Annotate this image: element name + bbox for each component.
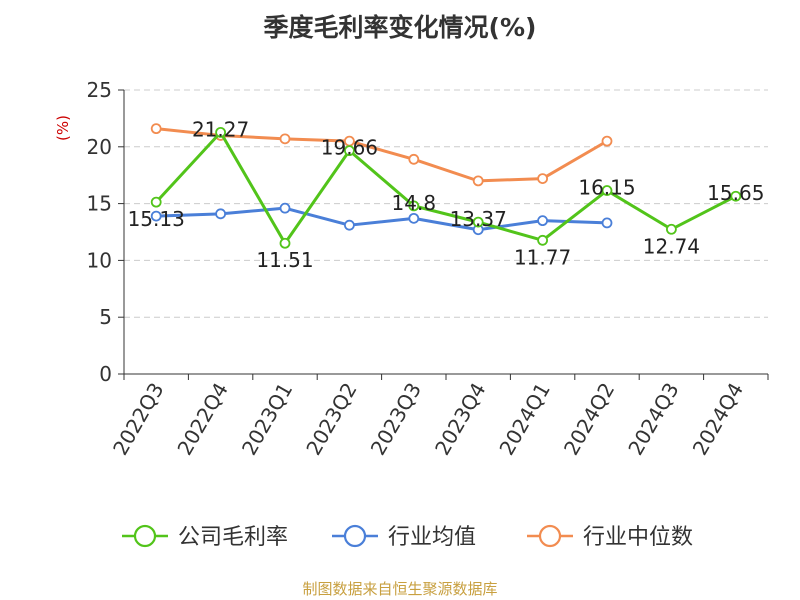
y-tick-label: 25 bbox=[87, 78, 112, 102]
data-point bbox=[408, 153, 420, 165]
grid-lines bbox=[124, 89, 768, 318]
data-point bbox=[215, 126, 227, 138]
legend-label: 行业均值 bbox=[388, 525, 476, 550]
y-axis-unit-label: (%) bbox=[54, 115, 72, 141]
x-tick-label: 2024Q1 bbox=[494, 379, 554, 460]
data-point bbox=[279, 202, 291, 214]
y-tick-label: 10 bbox=[87, 248, 112, 272]
chart-title: 季度毛利率变化情况(%) bbox=[264, 13, 537, 42]
data-point bbox=[279, 133, 291, 145]
x-tick-label: 2022Q3 bbox=[108, 379, 168, 460]
x-tick-label: 2023Q3 bbox=[366, 379, 426, 460]
data-label: 12.74 bbox=[643, 234, 700, 258]
data-point bbox=[150, 123, 162, 135]
data-point bbox=[215, 208, 227, 220]
series-line bbox=[156, 127, 608, 183]
series-line bbox=[155, 130, 737, 245]
legend-marker bbox=[343, 524, 367, 548]
data-point bbox=[150, 210, 162, 222]
data-point bbox=[408, 212, 420, 224]
data-label: 16.15 bbox=[578, 176, 635, 200]
data-point bbox=[537, 234, 548, 246]
y-tick-label: 0 bbox=[99, 362, 112, 386]
data-label: 21.27 bbox=[192, 117, 249, 141]
series-0 bbox=[150, 126, 742, 249]
data-point bbox=[472, 175, 484, 187]
source-note: 制图数据来自恒生聚源数据库 bbox=[302, 580, 497, 598]
y-tick-label: 15 bbox=[87, 192, 112, 216]
x-axis: 2022Q3 2022Q4 2023Q1 2023Q2 2023Q3 2023Q4 2024… bbox=[108, 373, 769, 460]
data-point bbox=[601, 217, 613, 229]
series-1 bbox=[150, 202, 613, 236]
data-label: 15.65 bbox=[707, 181, 764, 205]
series-line bbox=[156, 206, 608, 232]
y-tick-label: 5 bbox=[99, 305, 112, 329]
legend-item: 行业中位数 bbox=[527, 524, 693, 550]
data-point bbox=[408, 200, 420, 212]
data-point bbox=[472, 216, 484, 228]
data-label: 11.77 bbox=[514, 245, 571, 269]
data-point bbox=[537, 173, 548, 185]
legend-marker bbox=[133, 524, 157, 548]
data-point bbox=[730, 190, 742, 202]
x-tick-label: 2024Q2 bbox=[559, 379, 619, 460]
data-point bbox=[601, 185, 613, 196]
data-point bbox=[279, 237, 291, 249]
data-label: 14.8 bbox=[392, 191, 437, 215]
data-point bbox=[150, 196, 162, 208]
legend-marker bbox=[538, 524, 562, 548]
data-labels: 15.13 21.27 11.51 19.66 14.8 13.37 11.77 16.15 1… bbox=[128, 117, 765, 272]
data-label: 11.51 bbox=[256, 248, 313, 272]
data-point bbox=[343, 145, 355, 157]
data-point bbox=[537, 215, 548, 227]
data-point bbox=[666, 223, 677, 235]
legend-label: 公司毛利率 bbox=[178, 525, 288, 550]
legend-label: 行业中位数 bbox=[583, 525, 693, 550]
legend-item: 公司毛利率 bbox=[122, 524, 288, 550]
legend: 公司毛利率 行业均值 行业中位数 bbox=[122, 524, 693, 550]
x-tick-label: 2024Q3 bbox=[623, 379, 683, 460]
x-tick-label: 2022Q4 bbox=[172, 379, 232, 460]
data-label: 15.13 bbox=[128, 207, 185, 231]
x-tick-label: 2024Q4 bbox=[688, 379, 748, 460]
data-label: 19.66 bbox=[321, 136, 378, 160]
legend-item: 行业均值 bbox=[332, 524, 476, 550]
series-layer bbox=[150, 123, 742, 249]
data-point bbox=[343, 219, 355, 231]
data-label: 13.37 bbox=[450, 207, 507, 231]
series-2 bbox=[150, 123, 613, 187]
x-tick-label: 2023Q2 bbox=[301, 379, 361, 460]
y-axis: 0 5 10 15 20 25 bbox=[87, 78, 125, 386]
x-tick-label: 2023Q1 bbox=[237, 379, 297, 460]
y-tick-label: 20 bbox=[87, 135, 112, 159]
x-tick-label: 2023Q4 bbox=[430, 379, 490, 460]
data-point bbox=[601, 135, 613, 147]
